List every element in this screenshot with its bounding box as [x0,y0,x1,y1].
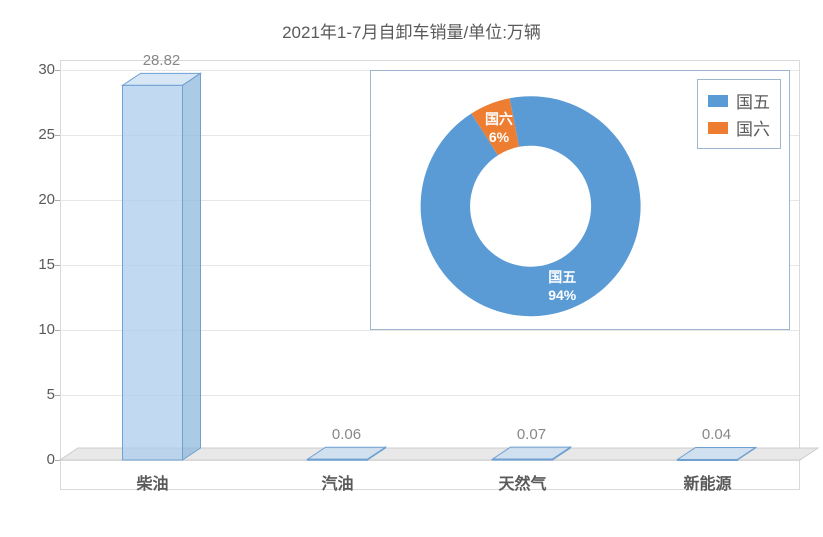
bar-value-label: 28.82 [112,52,212,69]
legend-label: 国六 [736,115,770,140]
legend-swatch [708,122,728,134]
bar-value-label: 0.07 [482,426,582,443]
donut-chart-panel: 国五94% 国六6% 国五国六 [370,70,790,330]
chart-legend: 国五国六 [697,79,781,149]
y-tick-label: 30 [15,61,55,78]
y-tick-label: 25 [15,126,55,143]
y-tick-label: 20 [15,191,55,208]
donut-slice-label: 国五94% [532,267,592,303]
bar-value-label: 0.04 [667,426,767,443]
donut-slice [421,96,641,316]
chart-container: 2021年1-7月自卸车销量/单位:万辆 0 5 10 15 20 25 30 28.82 0… [0,0,823,537]
legend-label: 国五 [736,88,770,113]
legend-item: 国六 [708,115,770,140]
bar-value-label: 0.06 [297,426,397,443]
legend-item: 国五 [708,88,770,113]
y-tick-label: 5 [15,386,55,403]
y-tick-label: 0 [15,451,55,468]
x-category-label: 汽油 [278,470,398,494]
y-tick-label: 10 [15,321,55,338]
y-tick-label: 15 [15,256,55,273]
donut-slice-label: 国六6% [469,109,529,145]
x-category-label: 新能源 [648,470,768,494]
legend-swatch [708,95,728,107]
chart-title: 2021年1-7月自卸车销量/单位:万辆 [0,18,823,43]
x-category-label: 天然气 [463,470,583,494]
x-category-label: 柴油 [93,470,213,494]
